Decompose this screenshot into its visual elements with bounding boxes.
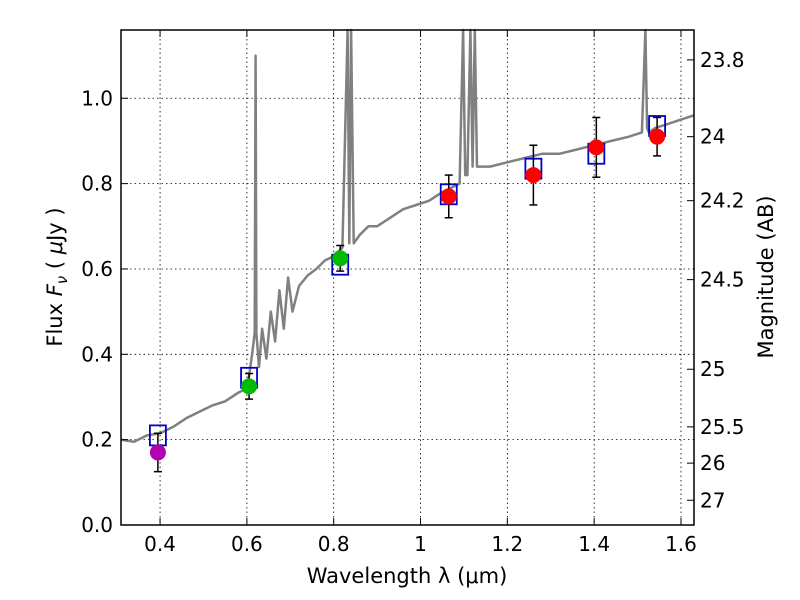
magnitude-tick-label: 25.5: [700, 415, 745, 439]
y-tick-label: 0.6: [81, 257, 113, 281]
y-tick-label: 0.8: [81, 172, 113, 196]
error-bars: [153, 116, 662, 473]
x-tick-label: 0.6: [231, 532, 263, 556]
y-tick-labels: 0.0 0.2 0.4 0.6 0.8 1.0: [81, 86, 113, 537]
x-tick-label: 1.2: [491, 532, 523, 556]
y-axis-title-paren: (: [43, 254, 67, 276]
magnitude-tick-label: 25: [700, 357, 725, 381]
x-tick-label: 1: [414, 532, 427, 556]
magnitude-tick-labels: 23.8 24 24.2 24.5 25 25.5 26 27: [700, 48, 745, 512]
magnitude-tick-label: 24.2: [700, 189, 745, 213]
observed-point: [241, 378, 258, 395]
y-axis-title-nu: ν: [53, 276, 71, 284]
magnitude-tick-label: 24.5: [700, 268, 745, 292]
y-tick-label: 1.0: [81, 86, 113, 110]
y-tick-label: 0.2: [81, 428, 113, 452]
x-tick-label: 1.4: [578, 532, 610, 556]
observed-point: [149, 444, 166, 461]
x-tick-label: 1.6: [665, 532, 697, 556]
observed-points: [149, 128, 666, 461]
y-axis-title-flux: Flux: [43, 296, 67, 346]
x-axis-title: Wavelength λ (μm): [307, 564, 508, 588]
x-tick-label: 0.8: [318, 532, 350, 556]
observed-point: [332, 250, 349, 267]
magnitude-tick-label: 27: [700, 488, 725, 512]
y-axis-title: Flux Fν ( μJy ): [43, 207, 71, 346]
axis-ticks: [121, 30, 694, 526]
y-axis-title-unit: Jy ): [43, 207, 67, 243]
x-tick-label: 0.4: [144, 532, 176, 556]
magnitude-tick-label: 26: [700, 451, 725, 475]
y-axis-title-F: F: [43, 283, 67, 296]
y-tick-label: 0.4: [81, 342, 113, 366]
magnitude-tick-label: 23.8: [700, 48, 745, 72]
observed-point: [649, 128, 666, 145]
x-tick-labels: 0.4 0.6 0.8 1 1.2 1.4 1.6: [144, 532, 697, 556]
y-tick-label: 0.0: [81, 513, 113, 537]
observed-point: [440, 188, 457, 205]
right-axis-title: Magnitude (AB): [754, 195, 778, 358]
plot-frame: [120, 29, 695, 526]
observed-point: [588, 139, 605, 156]
observed-point: [525, 167, 542, 184]
magnitude-tick-label: 24: [700, 125, 725, 149]
y-axis-title-mu: μ: [43, 241, 67, 255]
